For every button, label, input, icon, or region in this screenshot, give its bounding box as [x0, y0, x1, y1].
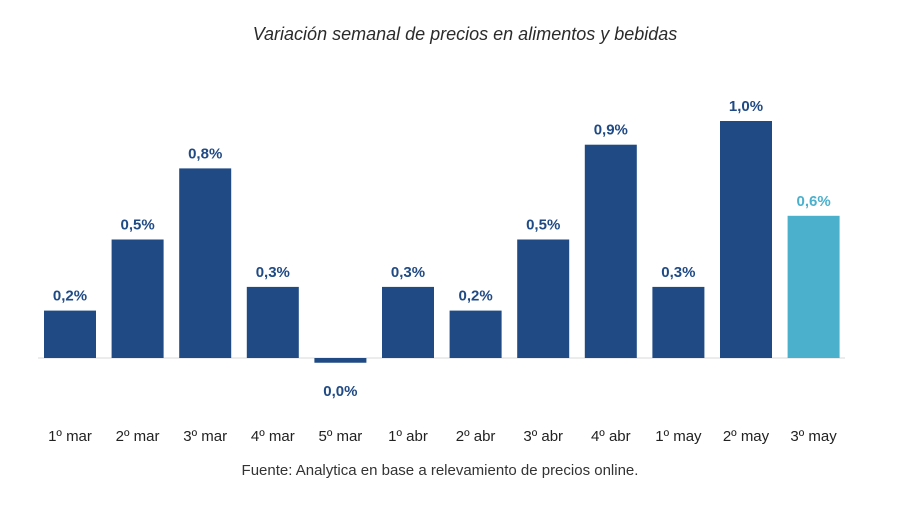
data-label: 0,3%: [256, 264, 290, 281]
data-label: 0,6%: [796, 193, 830, 210]
x-tick-label: 1º may: [655, 428, 702, 445]
x-tick-label: 3º mar: [183, 428, 227, 445]
bar: [584, 144, 637, 358]
data-label: 0,9%: [594, 122, 628, 139]
x-tick-label: 5º mar: [318, 428, 362, 445]
bar: [111, 239, 164, 358]
x-tick-label: 1º abr: [388, 428, 428, 445]
bar: [720, 121, 772, 358]
bar: [517, 239, 570, 358]
x-tick-label: 2º abr: [456, 428, 496, 445]
chart-source: Fuente: Analytica en base a relevamiento…: [241, 462, 639, 479]
x-tick-label: 3º may: [790, 428, 837, 445]
bar: [787, 215, 840, 358]
x-tick-label: 1º mar: [48, 428, 92, 445]
chart-title: Variación semanal de precios en alimento…: [252, 24, 678, 44]
bar: [246, 286, 299, 358]
data-label: 0,5%: [120, 217, 154, 234]
bar: [44, 310, 96, 358]
bar: [179, 168, 232, 358]
data-label: 0,2%: [53, 288, 87, 305]
data-label: 0,2%: [458, 288, 492, 305]
x-tick-label: 2º mar: [116, 428, 160, 445]
data-label: 0,5%: [526, 217, 560, 234]
data-label: 0,3%: [661, 264, 695, 281]
x-tick-label: 3º abr: [523, 428, 563, 445]
bar: [652, 286, 705, 358]
bar: [382, 286, 434, 358]
data-label: 0,8%: [188, 145, 222, 162]
bar: [449, 310, 502, 358]
bar: [314, 358, 367, 363]
data-label: 1,0%: [729, 98, 763, 115]
data-label: 0,0%: [323, 383, 357, 400]
x-tick-label: 4º mar: [251, 428, 295, 445]
data-label: 0,3%: [391, 264, 425, 281]
x-tick-label: 2º may: [723, 428, 770, 445]
x-tick-label: 4º abr: [591, 428, 631, 445]
